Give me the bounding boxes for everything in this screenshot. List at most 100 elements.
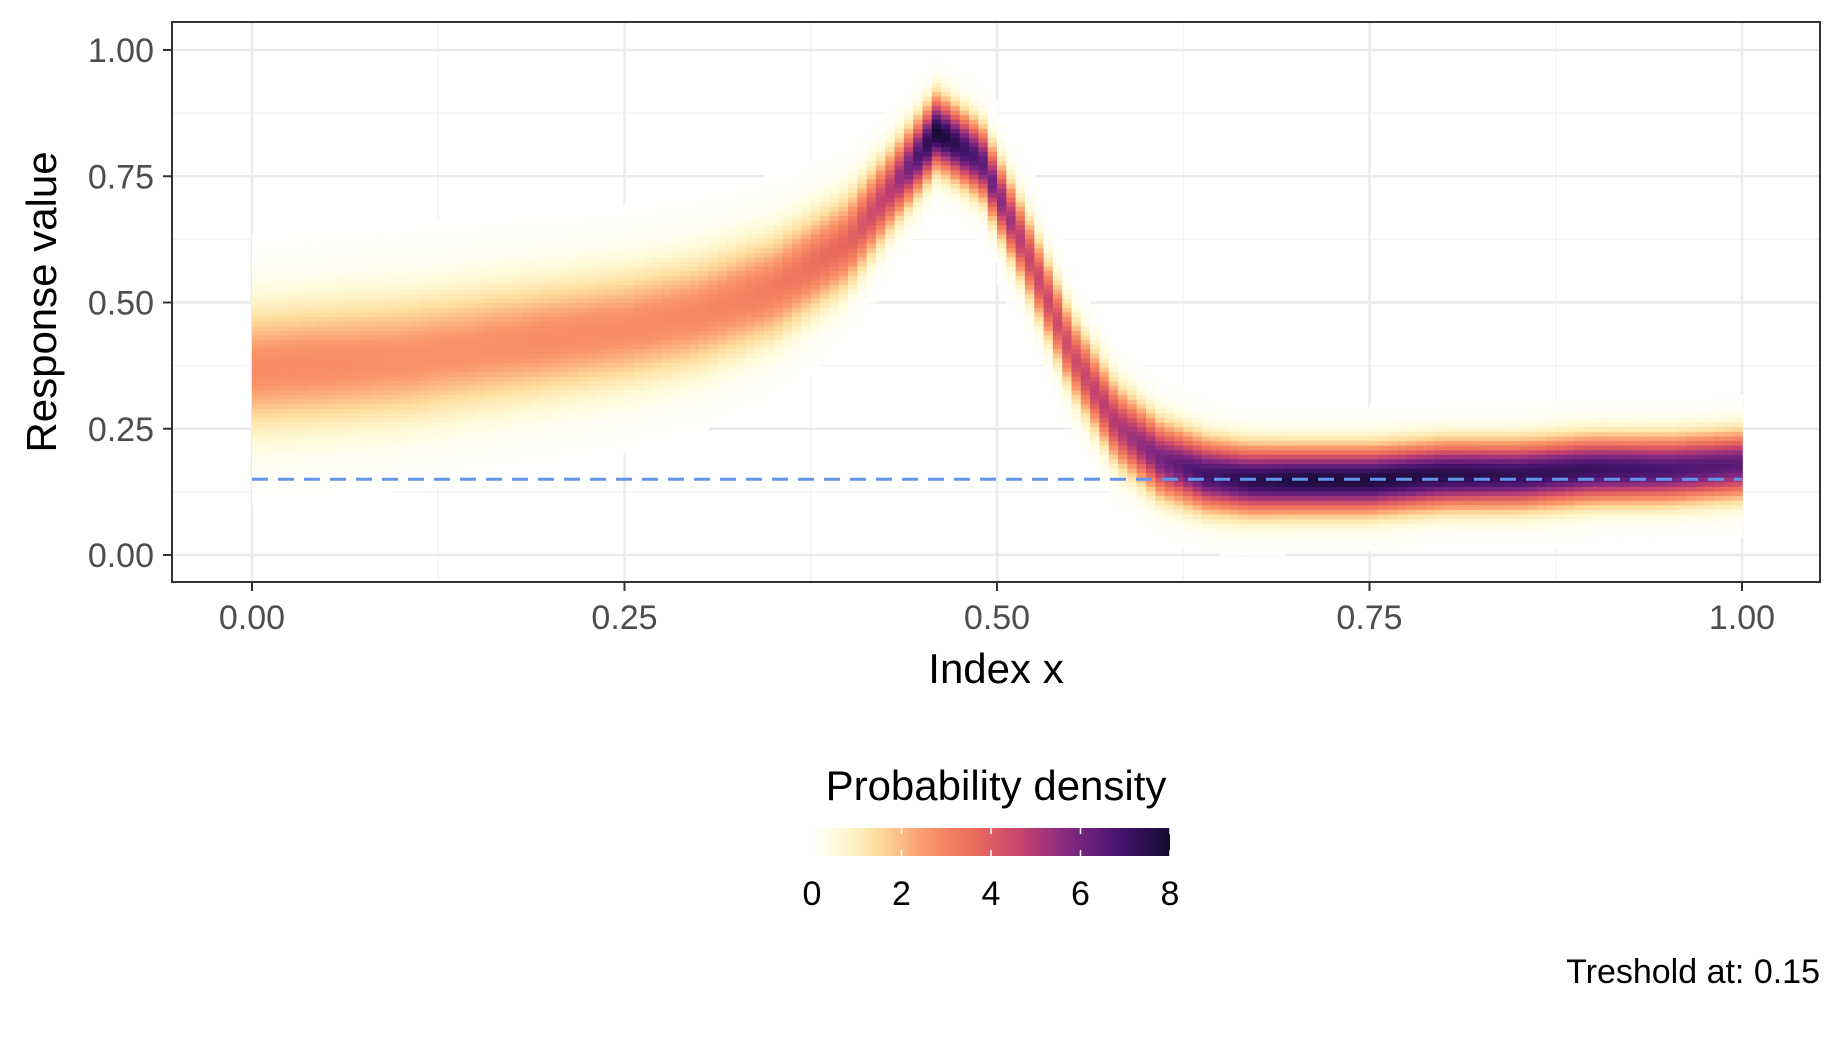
heatmap-cell — [559, 417, 570, 423]
heatmap-cell — [550, 357, 561, 363]
heatmap-cell — [605, 408, 617, 414]
heatmap-cell — [279, 380, 291, 386]
heatmap-cell — [401, 398, 412, 405]
heatmap-cell — [997, 160, 1008, 166]
heatmap-cell — [270, 408, 281, 414]
heatmap-cell — [708, 325, 719, 331]
heatmap-cell — [522, 376, 533, 382]
heatmap-cell — [279, 444, 291, 451]
heatmap-cell — [559, 421, 570, 428]
heatmap-cell — [512, 247, 523, 253]
heatmap-cell — [605, 421, 617, 428]
heatmap-cell — [438, 481, 449, 487]
heatmap-cell — [689, 215, 700, 221]
heatmap-cell — [559, 330, 570, 336]
heatmap-cell — [289, 421, 300, 428]
heatmap-cell — [373, 339, 384, 345]
heatmap-cell — [717, 215, 728, 221]
heatmap-cell — [503, 311, 514, 318]
heatmap-cell — [335, 279, 346, 285]
heatmap-cell — [512, 238, 523, 244]
heatmap-cell — [922, 155, 933, 161]
heatmap-cell — [484, 302, 495, 308]
heatmap-cell — [652, 389, 663, 396]
heatmap-cell — [382, 343, 393, 350]
heatmap-cell — [317, 279, 328, 285]
heatmap-cell — [531, 366, 542, 373]
heatmap-cell — [484, 394, 495, 400]
heatmap-cell — [466, 454, 477, 460]
heatmap-cell — [894, 252, 905, 258]
heatmap-cell — [1118, 389, 1129, 396]
heatmap-cell — [522, 385, 533, 391]
heatmap-cell — [512, 449, 523, 455]
heatmap-cell — [1108, 486, 1119, 492]
heatmap-cell — [1201, 463, 1213, 469]
heatmap-cell — [531, 284, 542, 290]
heatmap-cell — [931, 59, 942, 65]
heatmap-cell — [1099, 463, 1110, 469]
heatmap-cell — [484, 353, 495, 359]
heatmap-cell — [1118, 353, 1129, 359]
heatmap-cell — [559, 275, 570, 281]
heatmap-cell — [605, 417, 617, 423]
heatmap-cell — [1118, 412, 1129, 419]
heatmap-cell — [447, 233, 458, 239]
heatmap-cell — [773, 330, 784, 336]
heatmap-cell — [1164, 440, 1175, 446]
heatmap-cell — [875, 155, 887, 161]
heatmap-cell — [820, 353, 831, 359]
heatmap-cell — [875, 128, 887, 134]
heatmap-cell — [1118, 357, 1129, 363]
heatmap-cell — [773, 343, 784, 350]
heatmap-cell — [857, 169, 868, 175]
heatmap-cell — [382, 247, 393, 253]
heatmap-cell — [587, 426, 598, 432]
heatmap-cell — [885, 164, 896, 171]
heatmap-cell — [1164, 417, 1175, 423]
heatmap-cell — [261, 320, 272, 327]
heatmap-cell — [1006, 137, 1017, 143]
heatmap-cell — [438, 426, 449, 432]
heatmap-cell — [428, 444, 440, 451]
heatmap-cell — [829, 320, 840, 327]
heatmap-cell — [903, 174, 915, 180]
heatmap-cell — [522, 219, 533, 226]
heatmap-cell — [279, 490, 291, 497]
heatmap-cell — [447, 408, 458, 414]
heatmap-cell — [1127, 463, 1138, 469]
heatmap-cell — [857, 279, 868, 285]
heatmap-cell — [1034, 206, 1045, 212]
heatmap-cell — [959, 210, 970, 217]
heatmap-cell — [326, 284, 337, 290]
heatmap-cell — [252, 431, 263, 437]
heatmap-cell — [391, 444, 402, 451]
heatmap-cell — [587, 408, 598, 414]
heatmap-cell — [661, 348, 672, 354]
heatmap-cell — [512, 279, 523, 285]
heatmap-cell — [559, 371, 570, 377]
heatmap-cell — [335, 320, 346, 327]
heatmap-cell — [726, 307, 738, 313]
heatmap-cell — [652, 219, 663, 226]
heatmap-cell — [764, 297, 775, 304]
heatmap-cell — [1146, 527, 1157, 533]
heatmap-cell — [1052, 366, 1064, 373]
heatmap-cell — [531, 435, 542, 441]
heatmap-cell — [466, 426, 477, 432]
heatmap-cell — [1118, 509, 1129, 515]
heatmap-cell — [978, 238, 989, 244]
heatmap-cell — [978, 109, 989, 116]
heatmap-cell — [922, 219, 933, 226]
heatmap-cell — [969, 82, 980, 88]
heatmap-cell — [531, 357, 542, 363]
heatmap-cell — [931, 146, 942, 152]
heatmap-cell — [708, 242, 719, 249]
heatmap-cell — [1043, 256, 1054, 262]
heatmap-cell — [559, 284, 570, 290]
heatmap-cell — [1201, 403, 1213, 409]
heatmap-cell — [317, 238, 328, 244]
heatmap-cell — [503, 302, 514, 308]
heatmap-cell — [559, 398, 570, 405]
heatmap-cell — [447, 297, 458, 304]
